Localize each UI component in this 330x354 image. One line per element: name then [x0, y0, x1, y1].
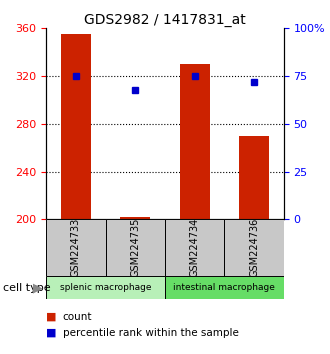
Bar	[239, 136, 269, 219]
Bar	[165, 276, 284, 299]
Text: GSM224733: GSM224733	[71, 218, 81, 278]
Text: ■: ■	[46, 312, 57, 322]
Text: count: count	[63, 312, 92, 322]
Text: GSM224734: GSM224734	[190, 218, 200, 278]
Bar	[106, 219, 165, 276]
Text: ■: ■	[46, 328, 57, 338]
Title: GDS2982 / 1417831_at: GDS2982 / 1417831_at	[84, 13, 246, 27]
Text: intestinal macrophage: intestinal macrophage	[174, 283, 275, 292]
Text: percentile rank within the sample: percentile rank within the sample	[63, 328, 239, 338]
Bar	[46, 219, 106, 276]
Bar	[165, 219, 224, 276]
Bar	[46, 276, 165, 299]
Bar	[61, 34, 91, 219]
Bar	[224, 219, 284, 276]
Text: GSM224736: GSM224736	[249, 218, 259, 278]
Text: splenic macrophage: splenic macrophage	[60, 283, 151, 292]
Text: GSM224735: GSM224735	[130, 218, 140, 278]
Bar	[180, 64, 210, 219]
Bar	[120, 217, 150, 219]
Text: ▶: ▶	[33, 281, 43, 294]
Text: cell type: cell type	[3, 283, 51, 293]
